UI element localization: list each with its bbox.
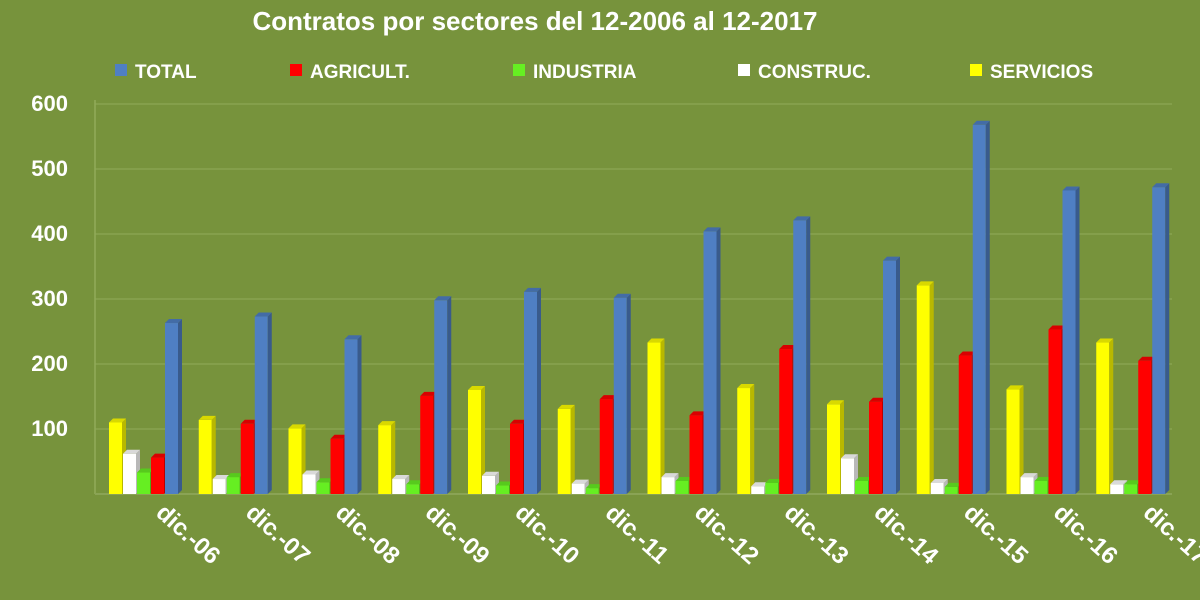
x-tick-label-dic-16: dic.-16 (1048, 499, 1123, 570)
bar-total-dic-10 (524, 287, 541, 494)
bar-total-dic-13 (793, 216, 811, 494)
bars (109, 120, 1170, 495)
legend-label-servicios: SERVICIOS (990, 62, 1093, 83)
bar-total-dic-15 (972, 120, 990, 495)
legend-swatch-construc (738, 64, 750, 76)
y-tick-label-400: 400 (31, 221, 68, 246)
bar-total-dic-08 (344, 335, 362, 494)
bar-group-dic-07 (198, 312, 272, 494)
legend-swatch-total (115, 64, 127, 76)
x-tick-label-dic-15: dic.-15 (958, 499, 1033, 570)
bar-servicios-dic-07 (198, 415, 216, 494)
x-tick-label-dic-11: dic.-11 (600, 499, 674, 569)
bar-group-dic-09 (378, 296, 452, 494)
bar-servicios-dic-12 (647, 338, 665, 494)
bar-group-dic-15 (916, 120, 990, 495)
bar-group-dic-12 (647, 227, 721, 494)
x-tick-label-dic-14: dic.-14 (869, 499, 944, 570)
legend-label-industria: INDUSTRIA (533, 62, 637, 83)
bar-total-dic-11 (613, 293, 631, 494)
bar-group-dic-14 (827, 256, 900, 494)
x-tick-label-dic-12: dic.-12 (689, 499, 764, 570)
bar-group-dic-16 (1006, 186, 1080, 494)
grid (94, 100, 1172, 495)
y-tick-label-500: 500 (31, 156, 68, 181)
x-axis: dic.-06 dic.-07 dic.-08 dic.-09 dic.-10 dic.-… (151, 499, 1200, 570)
y-tick-label-600: 600 (31, 91, 68, 116)
legend: TOTAL AGRICULT. INDUSTRIA CONSTRUC. SERVICIO… (115, 62, 1093, 83)
y-tick-label-100: 100 (31, 416, 68, 441)
bar-group-dic-13 (737, 216, 811, 494)
bar-group-dic-11 (557, 293, 631, 494)
bar-servicios-dic-13 (737, 384, 755, 494)
y-tick-label-300: 300 (31, 286, 68, 311)
chart-title: Contratos por sectores del 12-2006 al 12… (252, 6, 817, 36)
x-tick-label-dic-13: dic.-13 (779, 499, 854, 570)
legend-label-total: TOTAL (135, 62, 197, 83)
x-tick-label-dic-09: dic.-09 (420, 499, 495, 570)
legend-swatch-agricult (290, 64, 302, 76)
legend-label-construc: CONSTRUC. (758, 62, 871, 83)
bar-total-dic-16 (1062, 186, 1080, 494)
y-axis: 100 200 300 400 500 600 (31, 91, 68, 441)
bar-total-dic-09 (434, 296, 452, 494)
legend-swatch-industria (513, 64, 525, 76)
bar-total-dic-12 (703, 227, 721, 494)
bar-group-dic-17 (1096, 183, 1170, 494)
bar-servicios-dic-16 (1006, 385, 1024, 494)
bar-servicios-dic-11 (557, 404, 575, 494)
x-tick-label-dic-10: dic.-10 (510, 499, 585, 570)
bar-total-dic-17 (1152, 183, 1170, 494)
bar-total-dic-06 (165, 319, 182, 494)
x-tick-label-dic-17: dic.-17 (1138, 499, 1200, 570)
bar-servicios-dic-15 (916, 281, 934, 494)
bar-servicios-dic-09 (378, 421, 396, 494)
bar-servicios-dic-17 (1096, 338, 1114, 494)
bar-servicios-dic-10 (468, 386, 485, 494)
bar-total-dic-07 (254, 312, 272, 494)
x-tick-label-dic-07: dic.-07 (240, 499, 315, 570)
bar-group-dic-06 (109, 319, 182, 494)
bar-group-dic-08 (288, 335, 362, 494)
bar-construc-dic-12 (661, 473, 679, 494)
legend-swatch-servicios (970, 64, 982, 76)
x-tick-label-dic-08: dic.-08 (330, 499, 405, 570)
bar-group-dic-10 (468, 287, 541, 494)
x-tick-label-dic-06: dic.-06 (151, 499, 226, 570)
bar-total-dic-14 (883, 256, 900, 494)
y-tick-label-200: 200 (31, 351, 68, 376)
legend-label-agricult: AGRICULT. (310, 62, 410, 83)
